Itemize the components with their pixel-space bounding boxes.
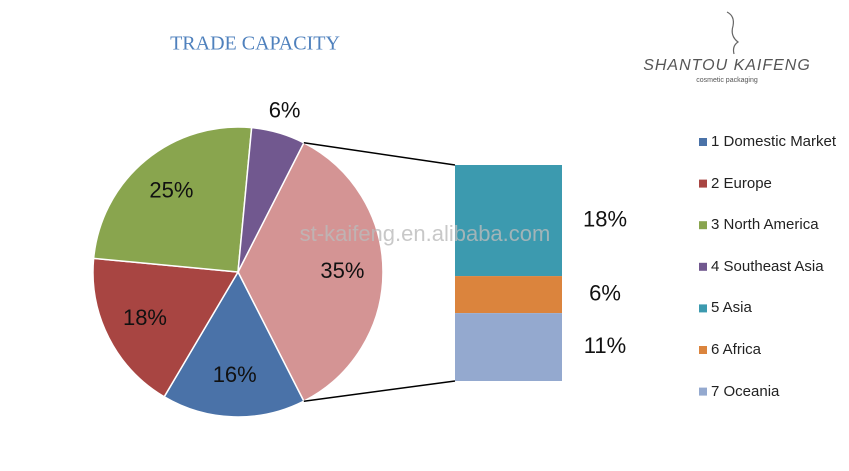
pie-slice [237,126,305,273]
logo-face [726,11,740,55]
legend-label: 2 Europe [711,174,772,192]
logo: SHANTOU KAIFENG cosmetic packaging [643,11,811,84]
data-label: 25% [149,177,193,202]
legend-label: 7 Oceania [711,382,780,400]
data-label: 6% [589,280,621,305]
legend-swatch [699,304,707,313]
legend-label: 5 Asia [711,299,752,317]
logo-title: SHANTOU KAIFENG [643,57,811,74]
watermark: st-kaifeng.en.alibaba.com [300,221,551,246]
data-label: 11% [584,333,626,358]
legend-label: 1 Domestic Market [711,133,837,150]
pie-slice [237,141,384,403]
legend-swatch [699,346,707,354]
legend-swatch [699,387,707,396]
legend-swatch [699,179,707,188]
legend-swatch [699,221,707,230]
bar-segment [455,313,562,381]
connector [303,142,456,166]
connector [303,380,456,402]
pie-slice [92,257,240,398]
legend-swatch [699,138,707,146]
data-label: 18% [583,206,627,231]
data-label: 16% [213,362,257,387]
chart-title: TRADE CAPACITY [170,33,340,55]
logo-subtitle: cosmetic packaging [696,77,758,84]
bar-segment [455,165,562,277]
data-label: 35% [320,258,364,283]
legend-label: 3 North America [711,216,819,234]
legend-label: 6 Africa [711,341,762,358]
legend-swatch [699,262,707,271]
pie-slice [163,270,305,418]
data-label: 18% [123,305,167,330]
bar-segment [455,276,562,314]
pie-slice [92,126,253,273]
legend-label: 4 Southeast Asia [711,257,824,275]
data-label: 6% [269,97,301,122]
